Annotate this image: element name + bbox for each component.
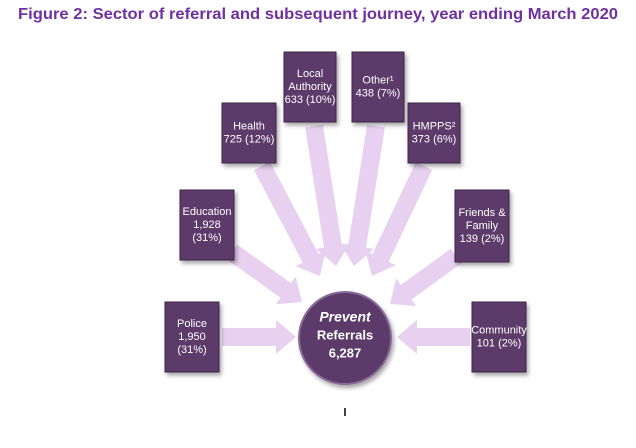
sector-label: Other¹ — [362, 74, 394, 86]
sector-label: Education — [183, 206, 232, 218]
sector-box — [471, 301, 527, 373]
sector-label: (31%) — [192, 232, 221, 244]
sector-box — [407, 102, 461, 164]
sector-label: Friends & — [458, 207, 506, 219]
sector-box — [454, 189, 510, 263]
sector-label: Authority — [288, 81, 332, 93]
center-label: Referrals — [317, 327, 373, 342]
arrow — [397, 320, 470, 354]
sector-label: Health — [233, 120, 265, 132]
figure-title: Figure 2: Sector of referral and subsequ… — [18, 6, 618, 23]
sector-label: 633 (10%) — [285, 94, 336, 106]
sector-label: (31%) — [177, 344, 206, 356]
sector-label: 373 (6%) — [412, 133, 457, 145]
sector-label: 725 (12%) — [224, 133, 275, 145]
sector-label: 438 (7%) — [356, 87, 401, 99]
sector-label: HMPPS² — [413, 120, 456, 132]
arrow — [226, 244, 302, 305]
arrow — [222, 320, 296, 354]
arrow — [340, 124, 385, 266]
sector-box — [351, 51, 405, 123]
center-value: 6,287 — [329, 345, 362, 360]
sector-label: 139 (2%) — [460, 233, 505, 245]
center-label: Prevent — [319, 309, 372, 325]
sector-box — [221, 102, 277, 164]
arrow — [305, 124, 350, 266]
center-circle — [298, 291, 392, 385]
boxes: Police1,950(31%)Education1,928(31%)Healt… — [164, 51, 527, 373]
sector-label: Community — [471, 324, 527, 336]
sector-label: Family — [466, 220, 499, 232]
sector-label: Police — [177, 318, 207, 330]
sector-label: Local — [297, 68, 323, 80]
sector-label: 1,928 — [193, 219, 221, 231]
arrow — [390, 248, 462, 306]
arrow — [254, 161, 326, 276]
arrow — [365, 162, 433, 276]
sector-box — [283, 51, 337, 123]
sector-box — [164, 301, 220, 373]
sector-label: 101 (2%) — [477, 337, 522, 349]
sector-box — [179, 189, 235, 261]
arrows — [222, 124, 470, 354]
sector-label: 1,950 — [178, 331, 206, 343]
